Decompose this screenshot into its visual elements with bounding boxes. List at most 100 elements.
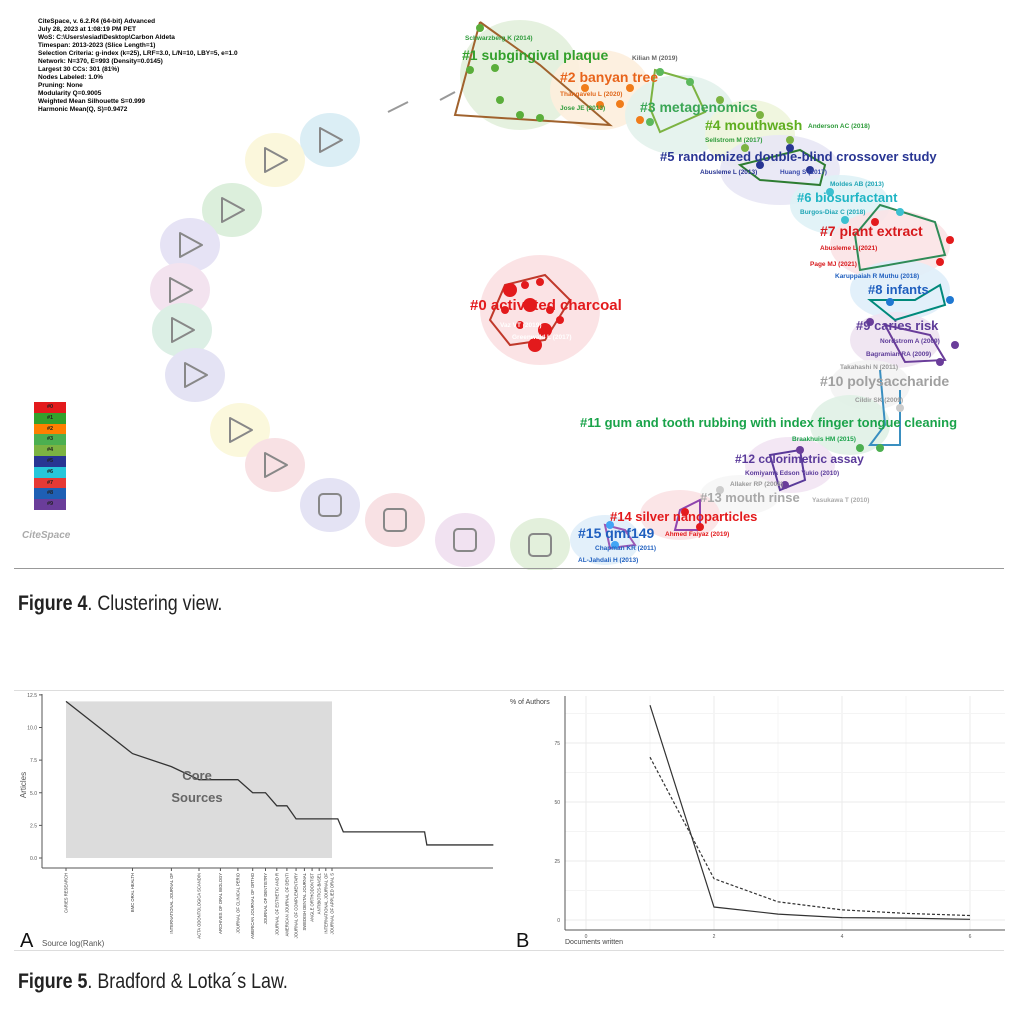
node	[896, 404, 904, 412]
node	[538, 323, 552, 337]
cluster-blob	[435, 513, 495, 567]
cluster-blob	[550, 50, 650, 130]
triangle-cluster-icon	[169, 277, 193, 303]
y-tick-label: 0.0	[30, 856, 37, 862]
author-label: Karuppaiah R Muthu (2018)	[835, 273, 919, 280]
panel-label-b: B	[516, 930, 530, 952]
triangle-cluster-icon	[184, 362, 208, 388]
node	[546, 306, 554, 314]
edge	[439, 91, 456, 101]
info-line: CiteSpace, v. 6.2.R4 (64-bit) Advanced	[38, 18, 156, 25]
node	[856, 444, 864, 452]
x-axis-label: Source log(Rank)	[42, 939, 105, 948]
bradford-chart: 0.0 2.5 5.0 7.5 10.0 12.5 Articles Source log(R…	[19, 693, 494, 948]
x-tick-label: ACTA ODONTOLOGICA SCANDIN	[197, 873, 202, 939]
author-label: Nordstrom A (2009)	[880, 338, 940, 345]
cluster-label: #9 caries risk	[856, 318, 939, 333]
legend-item: #7	[34, 477, 66, 489]
author-label: Abusleme L (2013)	[700, 169, 757, 176]
info-line: Pruning: None	[38, 82, 83, 89]
node	[936, 258, 944, 266]
cluster-edge	[648, 68, 707, 134]
cluster-label: #3 metagenomics	[640, 99, 758, 115]
x-tick-label: JOURNAL OF ESTHETIC AND R	[274, 873, 279, 935]
cluster-blob	[460, 20, 580, 130]
citespace-info: CiteSpace, v. 6.2.R4 (64-bit) Advanced Ju…	[38, 18, 238, 114]
node	[716, 486, 724, 494]
triangle-cluster-icon	[229, 417, 253, 443]
cluster-label: #13 mouth rinse	[700, 490, 800, 505]
node	[686, 78, 694, 86]
cluster-label: #6 biosurfactant	[797, 190, 898, 205]
node	[796, 446, 804, 454]
info-line: Selection Criteria: g-index (k=25), LRF=…	[38, 50, 238, 57]
x-tick-label: ANTIBIOTICS-BASEL	[317, 872, 322, 914]
author-label: Huang S (2017)	[780, 169, 827, 176]
node	[503, 283, 517, 297]
cluster-blob	[745, 437, 835, 493]
x-tick-label: BMC ORAL HEALTH	[130, 873, 135, 912]
info-line: July 28, 2023 at 1:08:19 PM PET	[38, 26, 136, 33]
author-label: Abusleme L (2021)	[820, 245, 877, 252]
cluster-blob	[365, 493, 425, 547]
cluster-edge	[768, 448, 807, 492]
author-label: Jose JE (2013)	[560, 105, 605, 112]
node	[946, 296, 954, 304]
square-cluster-icon	[453, 528, 477, 552]
y-tick-label: 7.5	[30, 758, 37, 764]
cluster-label: #7 plant extract	[820, 223, 923, 239]
author-label: Chapman KR (2011)	[595, 545, 656, 552]
author-label: Cildir SK (2009)	[855, 397, 903, 404]
author-label: Moldes AB (2013)	[830, 181, 884, 188]
node	[876, 444, 884, 452]
triangle-cluster-icon	[264, 452, 288, 478]
author-label: Ahmed Faiyaz (2019)	[665, 531, 729, 538]
cluster-legend: #0 #1 #2 #3 #4 #5 #6 #7 #8 #9	[34, 402, 66, 510]
author-label: Thangavelu L (2020)	[560, 91, 622, 98]
cluster-blob	[850, 312, 940, 368]
node	[581, 84, 589, 92]
node	[491, 64, 499, 72]
node	[951, 341, 959, 349]
info-line: Nodes Labeled: 1.0%	[38, 74, 104, 81]
x-tick-label: JOURNAL OF DENTISTRY	[263, 873, 268, 924]
node	[871, 218, 879, 226]
x-tick-label: 4	[841, 934, 844, 940]
author-label: Schwarzberg K (2014)	[465, 35, 533, 42]
cluster-blob	[480, 255, 600, 365]
x-tick-label: ARCHIVES OF ORAL BIOLOGY	[218, 873, 223, 934]
x-tick-label: INTERNATIONAL JOURNAL OF	[169, 873, 174, 934]
lotka-chart: 0 25 50 75 0 2 4 6 % of Authors Documents written	[510, 696, 1005, 946]
node	[611, 541, 619, 549]
cluster-label: #0 activated charcoal	[470, 297, 622, 314]
cluster-label: #11 gum and tooth rubbing with index fin…	[580, 415, 957, 430]
node	[841, 216, 849, 224]
caption-label: Figure 5	[18, 970, 88, 993]
node	[496, 96, 504, 104]
info-line: Modularity Q=0.9005	[38, 90, 102, 97]
cluster-blob	[165, 348, 225, 402]
cluster-label: #12 colorimetric assay	[735, 452, 864, 466]
node	[528, 338, 542, 352]
cluster-blob	[300, 478, 360, 532]
series-line-theoretical	[649, 756, 971, 917]
y-tick-label: 12.5	[27, 693, 37, 699]
node	[936, 358, 944, 366]
node	[786, 136, 794, 144]
figure-5-caption: Figure 5. Bradford & Lotka´s Law.	[18, 970, 288, 994]
node	[656, 68, 664, 76]
author-label: Braakhuis HM (2015)	[792, 436, 856, 443]
y-tick-label: 10.0	[27, 726, 37, 732]
x-tick-label: 6	[969, 934, 972, 940]
x-tick-label: CARIES RESEARCH	[64, 873, 69, 913]
author-label: Greenwald L (2017)	[512, 334, 572, 341]
panel-label-a: A	[20, 930, 34, 952]
cluster-edge	[853, 203, 947, 272]
cluster-blob	[245, 133, 305, 187]
cluster-label: #1 subgingival plaque	[462, 47, 608, 63]
legend-item: #1	[34, 412, 66, 424]
info-line: WoS: C:\Users\esiad\Desktop\Carbon Aldet…	[38, 34, 175, 41]
legend-item: #8	[34, 488, 66, 500]
node	[516, 321, 524, 329]
triangle-cluster-icon	[319, 127, 343, 153]
